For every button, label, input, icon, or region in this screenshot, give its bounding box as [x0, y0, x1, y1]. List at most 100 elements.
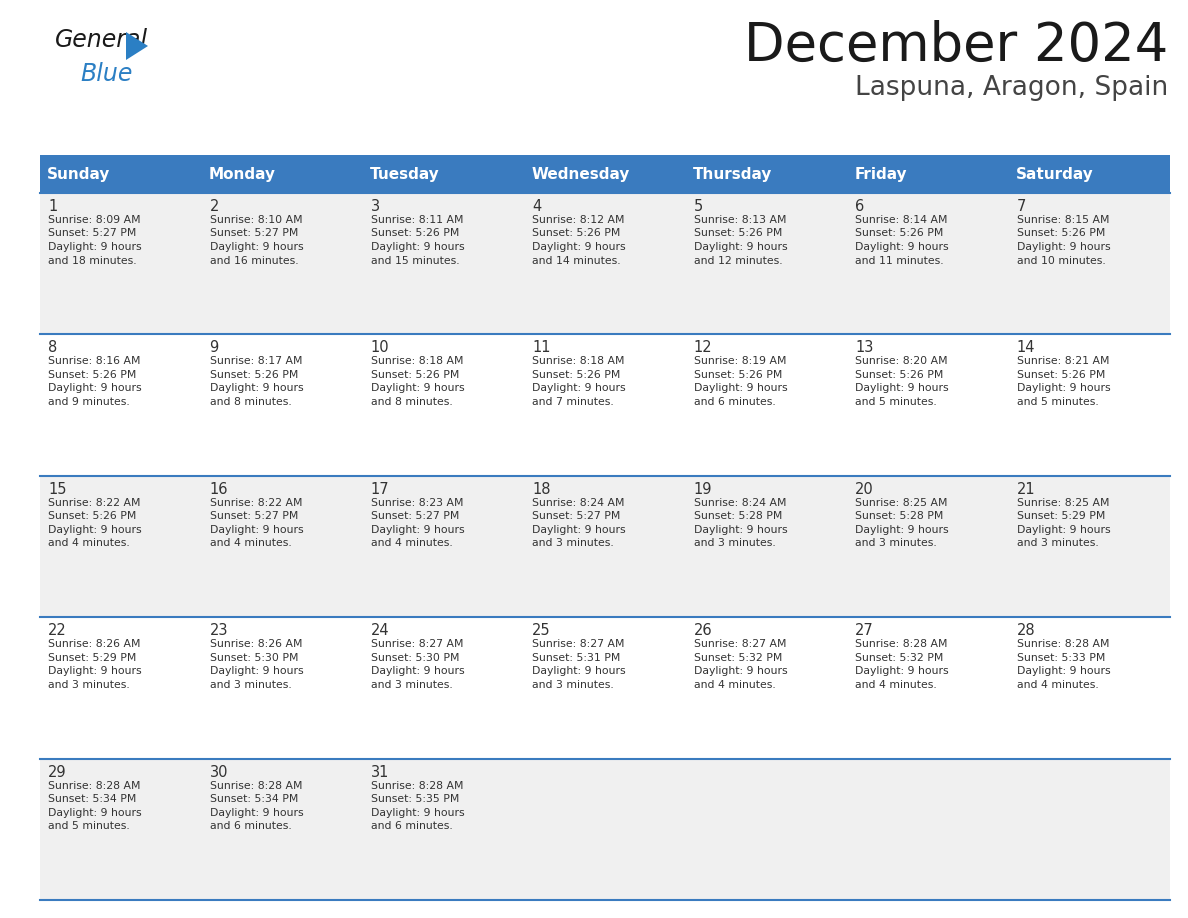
FancyBboxPatch shape: [685, 155, 847, 193]
Text: Thursday: Thursday: [693, 166, 772, 182]
Text: 21: 21: [1017, 482, 1035, 497]
Text: and 4 minutes.: and 4 minutes.: [694, 679, 776, 689]
Text: Daylight: 9 hours: Daylight: 9 hours: [855, 242, 949, 252]
Text: Daylight: 9 hours: Daylight: 9 hours: [48, 808, 141, 818]
Text: 15: 15: [48, 482, 67, 497]
Text: 18: 18: [532, 482, 551, 497]
Text: Sunset: 5:28 PM: Sunset: 5:28 PM: [694, 511, 782, 521]
Text: and 14 minutes.: and 14 minutes.: [532, 255, 621, 265]
Text: and 6 minutes.: and 6 minutes.: [371, 821, 453, 831]
Text: Daylight: 9 hours: Daylight: 9 hours: [1017, 666, 1111, 677]
Text: 23: 23: [209, 623, 228, 638]
Text: 9: 9: [209, 341, 219, 355]
Text: and 8 minutes.: and 8 minutes.: [371, 397, 453, 407]
Text: Sunrise: 8:17 AM: Sunrise: 8:17 AM: [209, 356, 302, 366]
Text: Laspuna, Aragon, Spain: Laspuna, Aragon, Spain: [854, 75, 1168, 101]
Text: and 3 minutes.: and 3 minutes.: [48, 679, 129, 689]
Text: Sunset: 5:28 PM: Sunset: 5:28 PM: [855, 511, 943, 521]
Text: December 2024: December 2024: [744, 20, 1168, 72]
Text: Sunset: 5:26 PM: Sunset: 5:26 PM: [371, 370, 460, 380]
Text: 30: 30: [209, 765, 228, 779]
Text: Sunrise: 8:18 AM: Sunrise: 8:18 AM: [532, 356, 625, 366]
FancyBboxPatch shape: [202, 155, 362, 193]
Text: Sunrise: 8:12 AM: Sunrise: 8:12 AM: [532, 215, 625, 225]
FancyBboxPatch shape: [1009, 155, 1170, 193]
FancyBboxPatch shape: [362, 155, 524, 193]
FancyBboxPatch shape: [40, 617, 1170, 758]
Text: Tuesday: Tuesday: [371, 166, 440, 182]
Text: Sunrise: 8:21 AM: Sunrise: 8:21 AM: [1017, 356, 1110, 366]
Text: Sunset: 5:26 PM: Sunset: 5:26 PM: [1017, 229, 1105, 239]
Text: Daylight: 9 hours: Daylight: 9 hours: [209, 525, 303, 535]
Text: 27: 27: [855, 623, 874, 638]
Text: Sunset: 5:26 PM: Sunset: 5:26 PM: [855, 370, 943, 380]
Text: 13: 13: [855, 341, 873, 355]
Text: and 4 minutes.: and 4 minutes.: [1017, 679, 1099, 689]
Text: Daylight: 9 hours: Daylight: 9 hours: [855, 525, 949, 535]
Text: Sunset: 5:26 PM: Sunset: 5:26 PM: [209, 370, 298, 380]
Text: Sunset: 5:27 PM: Sunset: 5:27 PM: [532, 511, 621, 521]
Text: and 3 minutes.: and 3 minutes.: [855, 538, 937, 548]
Text: Sunset: 5:26 PM: Sunset: 5:26 PM: [532, 370, 621, 380]
Text: Daylight: 9 hours: Daylight: 9 hours: [371, 242, 465, 252]
FancyBboxPatch shape: [847, 155, 1009, 193]
Text: and 9 minutes.: and 9 minutes.: [48, 397, 129, 407]
Text: Daylight: 9 hours: Daylight: 9 hours: [371, 384, 465, 394]
Text: and 5 minutes.: and 5 minutes.: [48, 821, 129, 831]
Text: Daylight: 9 hours: Daylight: 9 hours: [48, 384, 141, 394]
Text: and 3 minutes.: and 3 minutes.: [694, 538, 776, 548]
Text: 16: 16: [209, 482, 228, 497]
Text: 4: 4: [532, 199, 542, 214]
Text: Sunset: 5:33 PM: Sunset: 5:33 PM: [1017, 653, 1105, 663]
Text: Sunset: 5:29 PM: Sunset: 5:29 PM: [48, 653, 137, 663]
Text: Sunset: 5:26 PM: Sunset: 5:26 PM: [694, 370, 782, 380]
Text: 6: 6: [855, 199, 865, 214]
Text: Blue: Blue: [80, 62, 132, 86]
Text: Sunset: 5:32 PM: Sunset: 5:32 PM: [855, 653, 943, 663]
Text: Daylight: 9 hours: Daylight: 9 hours: [209, 666, 303, 677]
Text: Sunrise: 8:28 AM: Sunrise: 8:28 AM: [1017, 639, 1110, 649]
Text: and 15 minutes.: and 15 minutes.: [371, 255, 460, 265]
Text: General: General: [55, 28, 148, 52]
Text: Daylight: 9 hours: Daylight: 9 hours: [694, 384, 788, 394]
Text: Daylight: 9 hours: Daylight: 9 hours: [209, 242, 303, 252]
Text: and 18 minutes.: and 18 minutes.: [48, 255, 137, 265]
Text: and 12 minutes.: and 12 minutes.: [694, 255, 783, 265]
FancyBboxPatch shape: [524, 155, 685, 193]
Text: Sunrise: 8:24 AM: Sunrise: 8:24 AM: [694, 498, 786, 508]
Text: and 6 minutes.: and 6 minutes.: [694, 397, 776, 407]
Text: 31: 31: [371, 765, 390, 779]
Text: Sunday: Sunday: [48, 166, 110, 182]
Text: Sunset: 5:27 PM: Sunset: 5:27 PM: [209, 229, 298, 239]
Text: Daylight: 9 hours: Daylight: 9 hours: [371, 666, 465, 677]
Text: Sunrise: 8:15 AM: Sunrise: 8:15 AM: [1017, 215, 1110, 225]
Text: Sunrise: 8:25 AM: Sunrise: 8:25 AM: [1017, 498, 1110, 508]
Text: Friday: Friday: [854, 166, 906, 182]
Text: Daylight: 9 hours: Daylight: 9 hours: [532, 666, 626, 677]
Text: Sunrise: 8:25 AM: Sunrise: 8:25 AM: [855, 498, 948, 508]
Text: and 3 minutes.: and 3 minutes.: [209, 679, 291, 689]
Text: Daylight: 9 hours: Daylight: 9 hours: [532, 525, 626, 535]
Text: 29: 29: [48, 765, 67, 779]
Text: 26: 26: [694, 623, 713, 638]
Text: Sunrise: 8:23 AM: Sunrise: 8:23 AM: [371, 498, 463, 508]
Text: Sunrise: 8:26 AM: Sunrise: 8:26 AM: [48, 639, 140, 649]
Text: Sunrise: 8:10 AM: Sunrise: 8:10 AM: [209, 215, 302, 225]
Text: Sunrise: 8:28 AM: Sunrise: 8:28 AM: [371, 780, 463, 790]
Text: Sunrise: 8:28 AM: Sunrise: 8:28 AM: [209, 780, 302, 790]
Text: Daylight: 9 hours: Daylight: 9 hours: [371, 525, 465, 535]
Text: and 7 minutes.: and 7 minutes.: [532, 397, 614, 407]
Text: 20: 20: [855, 482, 874, 497]
Text: Sunset: 5:26 PM: Sunset: 5:26 PM: [694, 229, 782, 239]
Text: Saturday: Saturday: [1016, 166, 1094, 182]
Text: 24: 24: [371, 623, 390, 638]
Text: 3: 3: [371, 199, 380, 214]
Text: and 5 minutes.: and 5 minutes.: [855, 397, 937, 407]
Text: 19: 19: [694, 482, 713, 497]
Text: Daylight: 9 hours: Daylight: 9 hours: [694, 525, 788, 535]
Text: Sunrise: 8:26 AM: Sunrise: 8:26 AM: [209, 639, 302, 649]
Text: Sunset: 5:34 PM: Sunset: 5:34 PM: [48, 794, 137, 804]
Text: and 11 minutes.: and 11 minutes.: [855, 255, 943, 265]
Text: Daylight: 9 hours: Daylight: 9 hours: [694, 666, 788, 677]
Text: Daylight: 9 hours: Daylight: 9 hours: [532, 384, 626, 394]
